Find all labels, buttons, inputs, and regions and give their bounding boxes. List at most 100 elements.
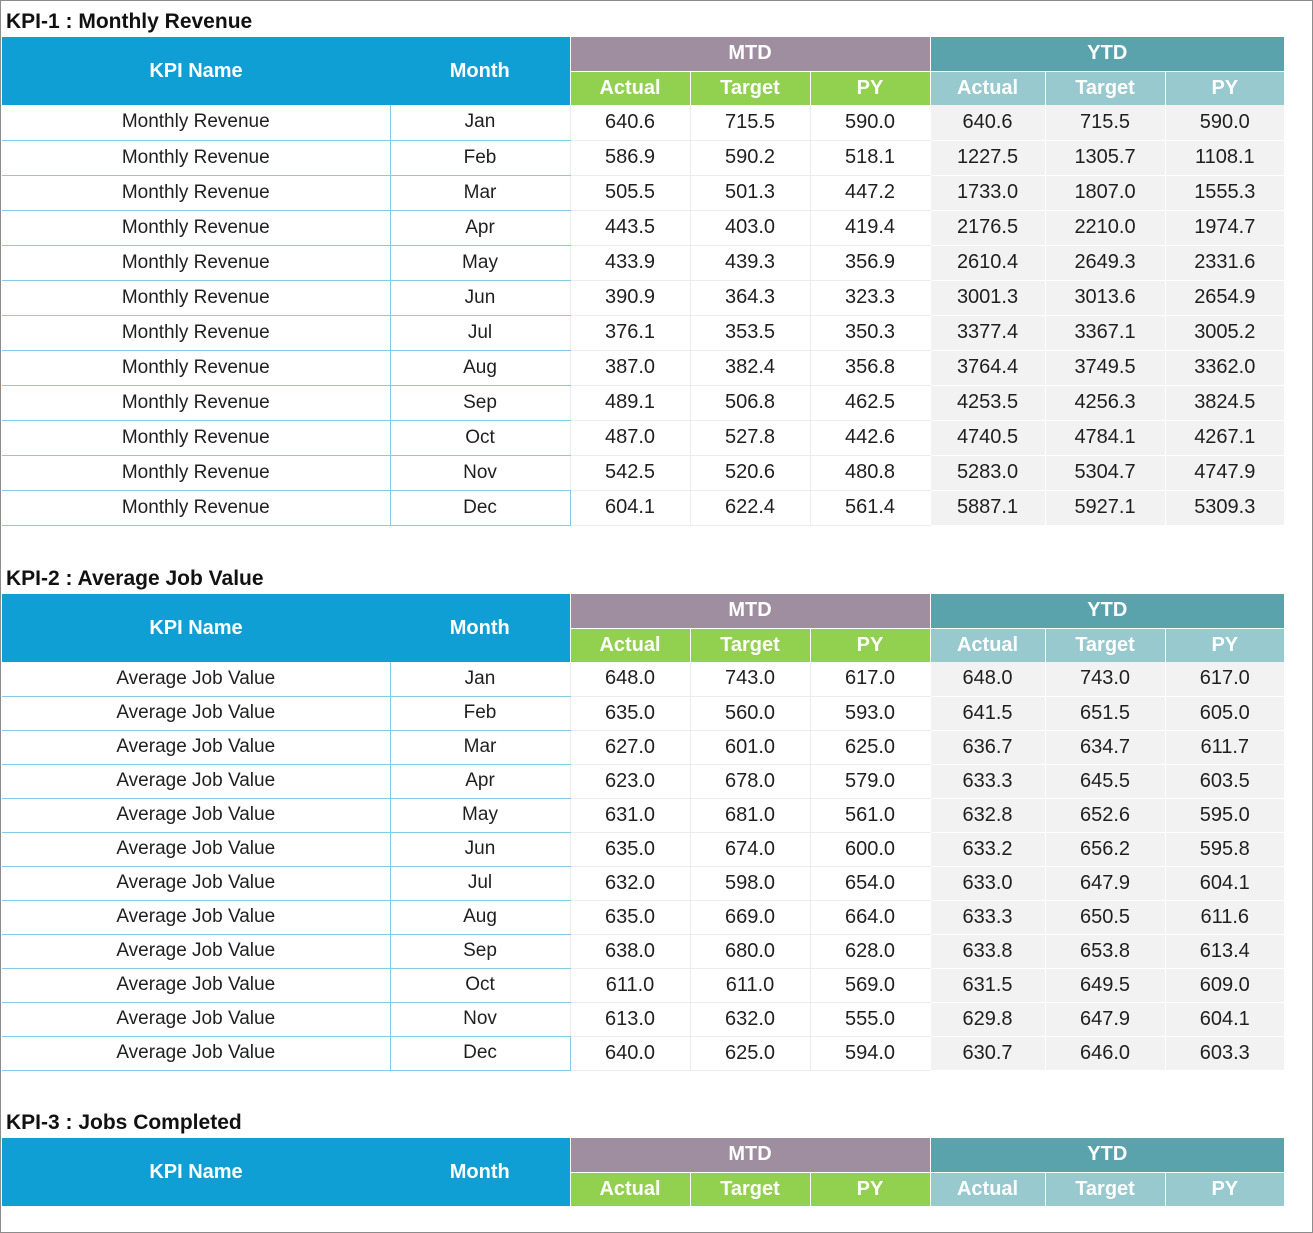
mtd-actual-cell[interactable]: 376.1 [569, 315, 690, 351]
ytd-target-cell[interactable]: 1305.7 [1044, 140, 1166, 176]
mtd-target-cell[interactable]: 520.6 [689, 455, 810, 491]
mtd-py-cell[interactable]: 600.0 [809, 832, 931, 867]
mtd-py-cell[interactable]: 447.2 [809, 175, 931, 211]
kpi-name-cell[interactable]: Average Job Value [2, 866, 390, 901]
ytd-actual-cell[interactable]: 4740.5 [929, 420, 1046, 456]
month-header[interactable]: Month [390, 1138, 570, 1206]
ytd-target-cell[interactable]: 652.6 [1044, 798, 1166, 833]
mtd-py-cell[interactable]: 561.0 [809, 798, 931, 833]
mtd-target-cell[interactable]: 527.8 [689, 420, 810, 456]
ytd-actual-cell[interactable]: 641.5 [929, 696, 1046, 731]
kpi-name-cell[interactable]: Average Job Value [2, 1002, 390, 1037]
ytd-target-cell[interactable]: 649.5 [1044, 968, 1166, 1003]
ytd-py-cell[interactable]: 611.7 [1164, 730, 1285, 765]
ytd-actual-cell[interactable]: 629.8 [929, 1002, 1046, 1037]
ytd-py-cell[interactable]: 4747.9 [1164, 455, 1285, 491]
mtd-actual-cell[interactable]: 631.0 [569, 798, 690, 833]
ytd-py-cell[interactable]: 3824.5 [1164, 385, 1285, 421]
ytd-target-header[interactable]: Target [1044, 627, 1166, 662]
ytd-py-cell[interactable]: 603.5 [1164, 764, 1285, 799]
mtd-py-cell[interactable]: 625.0 [809, 730, 931, 765]
mtd-py-cell[interactable]: 419.4 [809, 210, 931, 246]
ytd-actual-cell[interactable]: 1733.0 [929, 175, 1046, 211]
ytd-py-cell[interactable]: 5309.3 [1164, 490, 1285, 526]
month-cell[interactable]: Nov [389, 1002, 570, 1037]
kpi-name-header[interactable]: KPI Name [2, 594, 390, 662]
mtd-actual-header[interactable]: Actual [569, 627, 690, 662]
mtd-py-cell[interactable]: 518.1 [809, 140, 931, 176]
kpi-name-header[interactable]: KPI Name [2, 37, 390, 105]
month-cell[interactable]: Jan [389, 662, 570, 697]
mtd-actual-cell[interactable]: 627.0 [569, 730, 690, 765]
mtd-actual-cell[interactable]: 640.6 [569, 105, 690, 141]
ytd-py-header[interactable]: PY [1164, 70, 1285, 105]
mtd-py-cell[interactable]: 590.0 [809, 105, 931, 141]
mtd-actual-cell[interactable]: 635.0 [569, 696, 690, 731]
month-cell[interactable]: Feb [389, 696, 570, 731]
ytd-py-cell[interactable]: 2331.6 [1164, 245, 1285, 281]
ytd-actual-cell[interactable]: 633.0 [929, 866, 1046, 901]
ytd-target-cell[interactable]: 4784.1 [1044, 420, 1166, 456]
mtd-actual-cell[interactable]: 390.9 [569, 280, 690, 316]
mtd-py-cell[interactable]: 323.3 [809, 280, 931, 316]
ytd-py-cell[interactable]: 617.0 [1164, 662, 1285, 697]
ytd-target-cell[interactable]: 1807.0 [1044, 175, 1166, 211]
ytd-target-cell[interactable]: 646.0 [1044, 1036, 1166, 1071]
mtd-actual-cell[interactable]: 505.5 [569, 175, 690, 211]
ytd-py-cell[interactable]: 613.4 [1164, 934, 1285, 969]
mtd-target-cell[interactable]: 611.0 [689, 968, 810, 1003]
month-cell[interactable]: May [389, 245, 570, 281]
mtd-header[interactable]: MTD [569, 594, 931, 628]
mtd-py-header[interactable]: PY [809, 70, 931, 105]
ytd-actual-cell[interactable]: 5283.0 [929, 455, 1046, 491]
ytd-actual-cell[interactable]: 3764.4 [929, 350, 1046, 386]
month-cell[interactable]: Nov [389, 455, 570, 491]
ytd-actual-cell[interactable]: 633.2 [929, 832, 1046, 867]
ytd-header[interactable]: YTD [929, 594, 1285, 628]
mtd-target-header[interactable]: Target [689, 1171, 810, 1206]
mtd-target-cell[interactable]: 590.2 [689, 140, 810, 176]
ytd-actual-cell[interactable]: 4253.5 [929, 385, 1046, 421]
kpi-name-cell[interactable]: Average Job Value [2, 730, 390, 765]
ytd-actual-cell[interactable]: 2176.5 [929, 210, 1046, 246]
mtd-target-cell[interactable]: 364.3 [689, 280, 810, 316]
mtd-py-cell[interactable]: 356.8 [809, 350, 931, 386]
kpi-name-cell[interactable]: Monthly Revenue [2, 245, 390, 281]
mtd-actual-cell[interactable]: 611.0 [569, 968, 690, 1003]
ytd-py-cell[interactable]: 1974.7 [1164, 210, 1285, 246]
ytd-actual-cell[interactable]: 3377.4 [929, 315, 1046, 351]
ytd-target-cell[interactable]: 4256.3 [1044, 385, 1166, 421]
month-cell[interactable]: Jul [389, 866, 570, 901]
mtd-actual-header[interactable]: Actual [569, 70, 690, 105]
kpi-name-cell[interactable]: Monthly Revenue [2, 490, 390, 526]
ytd-actual-cell[interactable]: 633.3 [929, 764, 1046, 799]
kpi-name-cell[interactable]: Average Job Value [2, 662, 390, 697]
ytd-py-cell[interactable]: 590.0 [1164, 105, 1285, 141]
mtd-actual-cell[interactable]: 443.5 [569, 210, 690, 246]
ytd-py-cell[interactable]: 604.1 [1164, 866, 1285, 901]
ytd-actual-header[interactable]: Actual [929, 1171, 1046, 1206]
mtd-actual-header[interactable]: Actual [569, 1171, 690, 1206]
month-cell[interactable]: Jun [389, 832, 570, 867]
ytd-actual-cell[interactable]: 3001.3 [929, 280, 1046, 316]
ytd-actual-cell[interactable]: 632.8 [929, 798, 1046, 833]
month-cell[interactable]: Apr [389, 764, 570, 799]
ytd-target-cell[interactable]: 3367.1 [1044, 315, 1166, 351]
kpi-name-cell[interactable]: Average Job Value [2, 1036, 390, 1071]
ytd-actual-header[interactable]: Actual [929, 627, 1046, 662]
month-cell[interactable]: Dec [389, 1036, 571, 1071]
kpi-name-cell[interactable]: Monthly Revenue [2, 210, 390, 246]
mtd-py-cell[interactable]: 569.0 [809, 968, 931, 1003]
kpi-name-cell[interactable]: Monthly Revenue [2, 315, 390, 351]
mtd-actual-cell[interactable]: 613.0 [569, 1002, 690, 1037]
ytd-target-cell[interactable]: 2649.3 [1044, 245, 1166, 281]
kpi-name-cell[interactable]: Average Job Value [2, 968, 390, 1003]
mtd-target-cell[interactable]: 501.3 [689, 175, 810, 211]
ytd-py-cell[interactable]: 611.6 [1164, 900, 1285, 935]
ytd-py-cell[interactable]: 609.0 [1164, 968, 1285, 1003]
mtd-actual-cell[interactable]: 635.0 [569, 832, 690, 867]
ytd-target-cell[interactable]: 634.7 [1044, 730, 1166, 765]
ytd-target-cell[interactable]: 715.5 [1044, 105, 1166, 141]
ytd-py-cell[interactable]: 1108.1 [1164, 140, 1285, 176]
mtd-target-cell[interactable]: 382.4 [689, 350, 810, 386]
